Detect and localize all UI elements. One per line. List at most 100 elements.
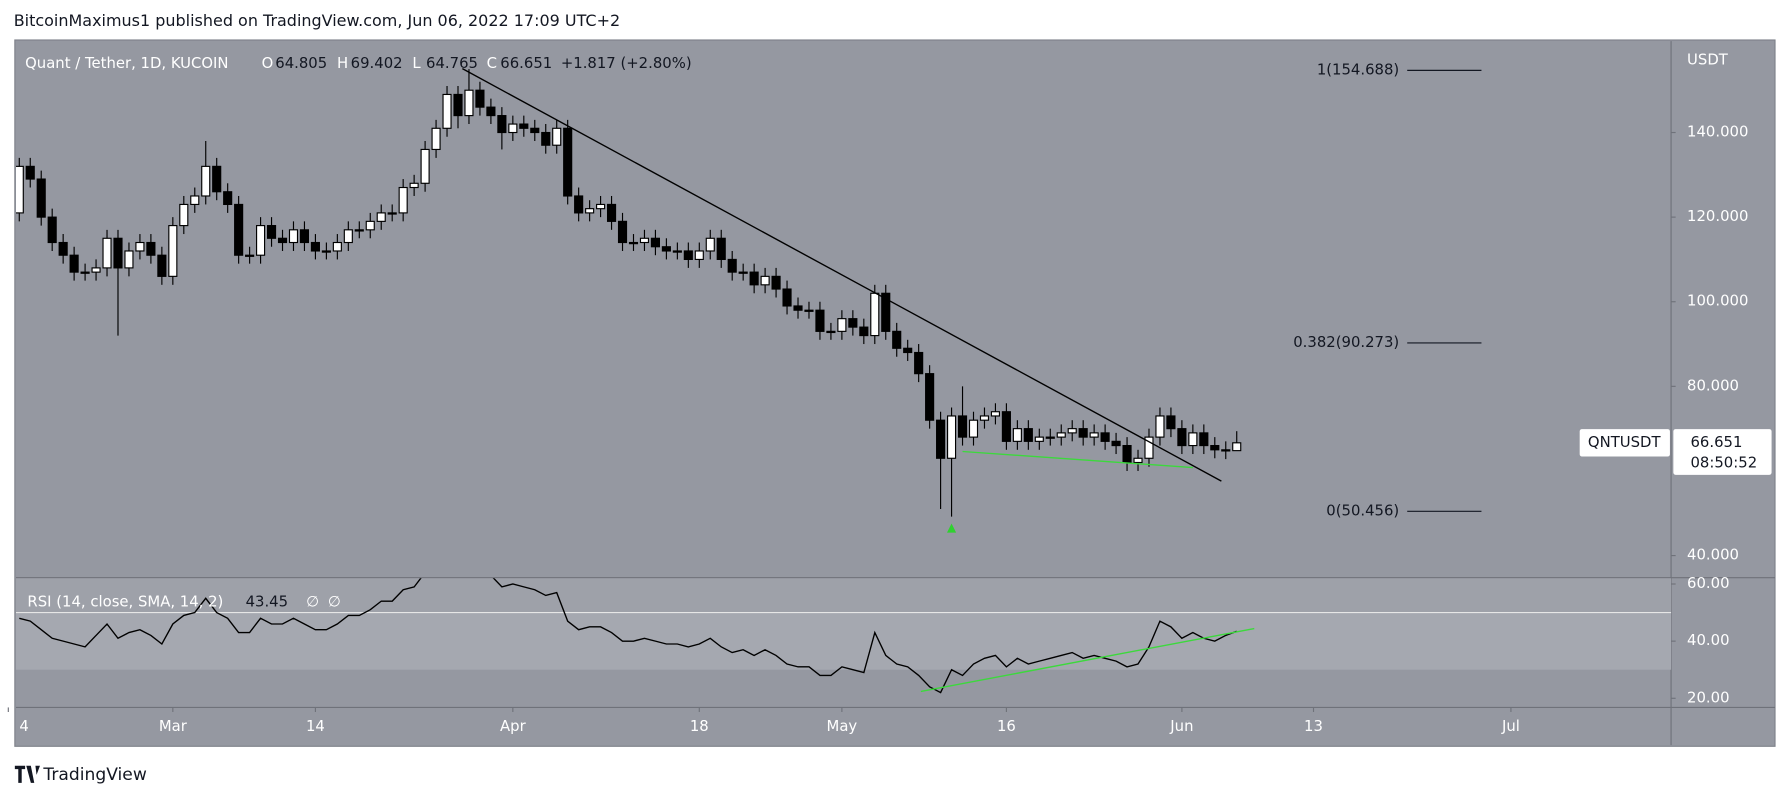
- candle-body: [245, 254, 255, 257]
- candle-body: [91, 267, 101, 273]
- candle-body: [1133, 457, 1143, 464]
- rsi-tick-label: 60.00: [1687, 574, 1729, 592]
- candle-body: [431, 127, 441, 151]
- candle-body: [804, 309, 814, 312]
- candle-body: [256, 225, 266, 256]
- y-tick-label: 100.000: [1687, 292, 1748, 310]
- candle-body: [727, 258, 737, 273]
- candle-body: [1089, 432, 1099, 438]
- candle-body: [36, 178, 46, 218]
- trendline: [462, 68, 1222, 482]
- candle-body: [530, 127, 540, 134]
- ohlc-value: 66.651: [500, 54, 552, 72]
- candle-body: [661, 246, 671, 252]
- published-note: BitcoinMaximus1 published on TradingView…: [14, 11, 620, 30]
- candle-body: [475, 89, 485, 108]
- candle-body: [628, 241, 639, 245]
- candle-body: [508, 123, 518, 134]
- ohlc-letter: C: [487, 54, 497, 72]
- candle-body: [135, 241, 145, 252]
- candle-body: [782, 288, 792, 307]
- candle-body: [672, 250, 682, 253]
- rsi-upper-zone: [15, 578, 1672, 613]
- candle-body: [168, 225, 178, 277]
- candle-body: [124, 250, 134, 269]
- ohlc-letter: H: [337, 54, 348, 72]
- candle-body: [749, 271, 759, 286]
- candle-body: [541, 131, 551, 146]
- candle-body: [376, 212, 386, 222]
- candle-body: [585, 208, 595, 214]
- candle-body: [859, 326, 869, 337]
- trendline: [962, 450, 1193, 469]
- x-tick-label: 13: [1304, 717, 1323, 735]
- candle-body: [69, 254, 79, 273]
- candle-body: [519, 123, 529, 129]
- candle-body: [1012, 428, 1022, 442]
- fib-label: 0(50.456): [1326, 501, 1399, 519]
- candle-body: [563, 127, 573, 197]
- candle-body: [1100, 432, 1110, 442]
- candle-body: [892, 330, 902, 349]
- rsi-band: [15, 612, 1672, 670]
- candle-body: [157, 254, 167, 277]
- rsi-tick-label: 20.00: [1687, 688, 1729, 706]
- x-tick-label: Apr: [500, 717, 527, 735]
- candle-body: [936, 419, 946, 459]
- y-tick-label: 40.000: [1687, 546, 1739, 564]
- candle-body: [486, 106, 496, 117]
- candle-body: [1166, 415, 1176, 430]
- candle-body: [925, 373, 935, 421]
- x-tick-label: May: [827, 717, 858, 735]
- rsi-extra: ∅: [328, 592, 341, 610]
- candle-body: [1232, 442, 1242, 452]
- candle-body: [113, 237, 123, 269]
- rsi-extra: ∅: [306, 592, 319, 610]
- candle-body: [650, 237, 660, 248]
- candle-body: [683, 250, 693, 261]
- currency-label: USDT: [1687, 51, 1729, 69]
- candle-body: [1111, 440, 1121, 447]
- candle-body: [420, 148, 430, 184]
- rsi-line: [19, 578, 1237, 694]
- candle-body: [15, 165, 24, 214]
- candle-body: [848, 318, 858, 328]
- y-tick-label: 80.000: [1687, 376, 1739, 394]
- ohlc-letter: O: [262, 54, 274, 72]
- candle-body: [343, 229, 353, 244]
- rsi-trendline: [920, 627, 1255, 693]
- candle-body: [968, 419, 979, 438]
- candle-body: [354, 229, 364, 232]
- candle-body: [387, 212, 397, 215]
- candle-body: [1078, 428, 1088, 438]
- symbol-label: QNTUSDT: [1588, 433, 1662, 451]
- candle-body: [1122, 445, 1132, 464]
- candle-body: [102, 237, 112, 269]
- x-tick-label: Jun: [1169, 717, 1193, 735]
- candle-body: [574, 195, 584, 214]
- ohlc-value: 64.765: [426, 54, 478, 72]
- x-tick-label: 16: [997, 717, 1016, 735]
- candle-body: [321, 250, 331, 253]
- ohlc-value: 69.402: [351, 54, 403, 72]
- candle-body: [552, 127, 562, 146]
- candle-body: [234, 203, 244, 256]
- candle-body: [288, 229, 299, 244]
- candle-body: [80, 271, 90, 274]
- candle-body: [837, 318, 847, 332]
- rsi-title: RSI (14, close, SMA, 14, 2): [27, 592, 223, 610]
- candle-body: [881, 292, 891, 332]
- candle-body: [815, 309, 825, 332]
- ohlc-value: 64.805: [275, 54, 327, 72]
- candle-body: [957, 415, 968, 438]
- candle-body: [1034, 436, 1044, 442]
- rsi-tick-label: 40.00: [1687, 631, 1729, 649]
- candle-body: [979, 415, 990, 421]
- x-tick-label: Mar: [159, 717, 188, 735]
- candle-body: [760, 275, 770, 286]
- candle-body: [639, 237, 650, 244]
- candle-body: [332, 241, 342, 252]
- candle-body: [299, 229, 310, 244]
- x-tick-label: 4: [19, 717, 28, 735]
- candle-body: [1188, 432, 1198, 447]
